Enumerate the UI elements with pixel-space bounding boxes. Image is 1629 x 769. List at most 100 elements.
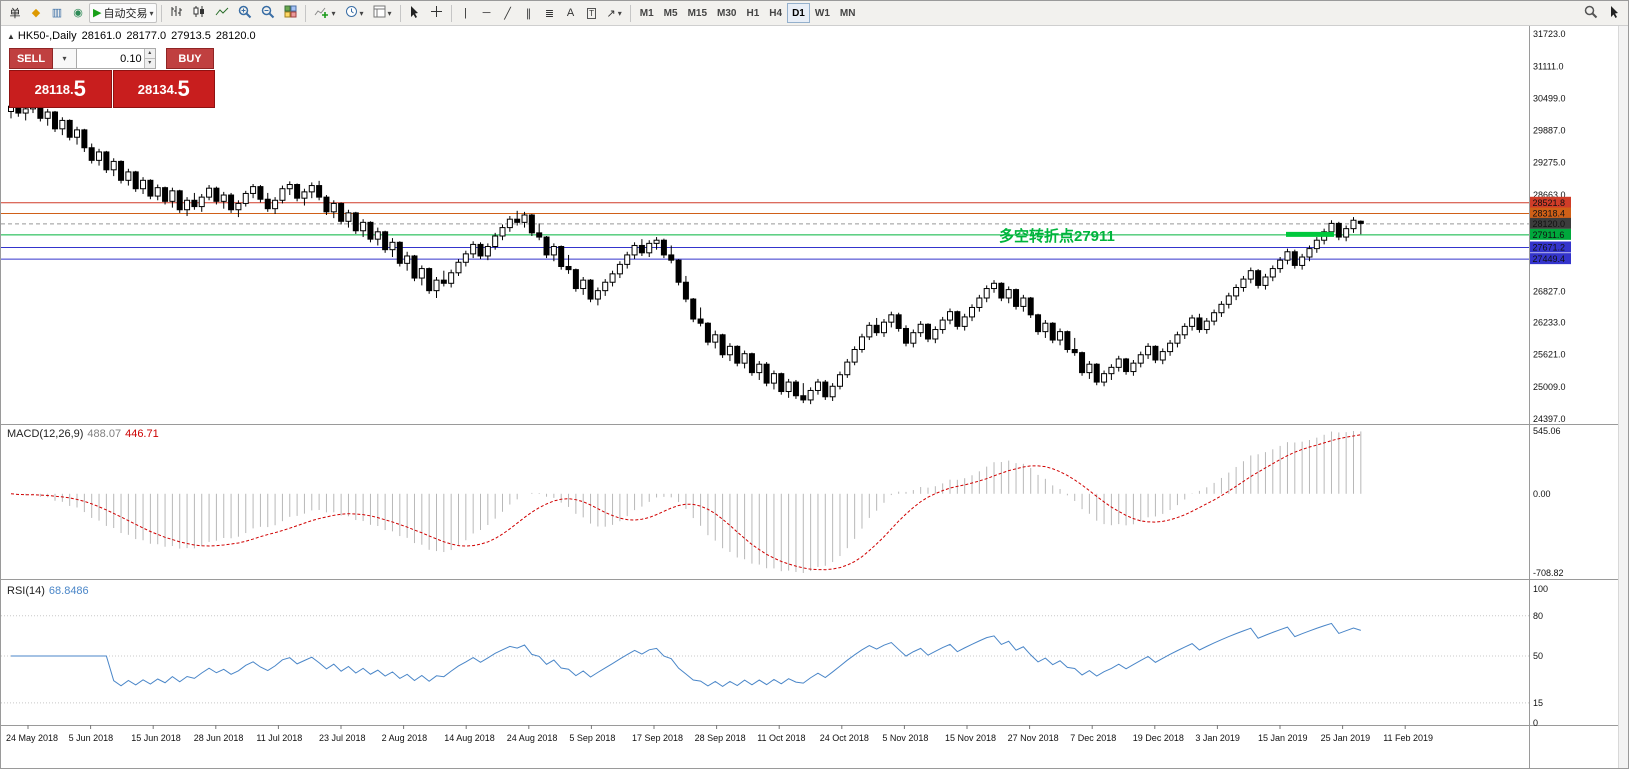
candlestick-chart-button[interactable]	[189, 3, 210, 23]
arrow-tool-icon: ↗	[606, 7, 616, 20]
horizontal-line-tool-button[interactable]: ─	[477, 3, 497, 23]
autotrading-label: 自动交易	[103, 8, 148, 20]
svg-text:14 Aug 2018: 14 Aug 2018	[444, 733, 495, 743]
chevron-down-icon: ▾	[387, 8, 392, 18]
order-menu-button[interactable]: 单	[5, 3, 25, 23]
add-indicator-button[interactable]: ▾	[310, 3, 339, 23]
sell-button[interactable]: SELL	[9, 48, 53, 69]
trendline-tool-button[interactable]: ╱	[498, 3, 518, 23]
one-click-trading-panel: SELL ▾ ▴ ▾ BUY 28118.5 28134.5	[9, 48, 215, 108]
svg-text:29887.0: 29887.0	[1533, 126, 1566, 136]
bid-price-main: 28118.	[34, 81, 74, 97]
order-type-dropdown[interactable]: ▾	[53, 48, 77, 69]
toolbar-separator	[629, 4, 631, 22]
volume-input[interactable]	[77, 49, 144, 68]
tf-w1-button[interactable]: W1	[810, 3, 835, 23]
svg-text:7 Dec 2018: 7 Dec 2018	[1070, 733, 1116, 743]
new-order-icon: ◆	[31, 6, 41, 19]
svg-text:31111.0: 31111.0	[1533, 61, 1564, 71]
tf-h4-button[interactable]: H4	[764, 3, 787, 23]
toolbar-separator	[399, 4, 401, 22]
clock-icon	[345, 5, 358, 21]
vertical-line-icon: |	[464, 7, 467, 19]
templates-button[interactable]: ▾	[369, 3, 396, 23]
svg-text:15 Jun 2018: 15 Jun 2018	[131, 733, 181, 743]
fibonacci-tool-button[interactable]: ≣	[540, 3, 560, 23]
ohlc-close: 28120.0	[215, 30, 256, 42]
ask-price-display[interactable]: 28134. 5	[112, 70, 215, 108]
svg-text:27671.2: 27671.2	[1533, 242, 1566, 252]
tile-windows-button[interactable]	[280, 3, 301, 23]
svg-text:28 Sep 2018: 28 Sep 2018	[695, 733, 746, 743]
volume-increase-button[interactable]: ▴	[144, 49, 155, 59]
line-chart-icon	[215, 6, 229, 21]
svg-text:30499.0: 30499.0	[1533, 93, 1566, 103]
svg-text:2 Aug 2018: 2 Aug 2018	[382, 733, 428, 743]
rsi-panel: 100 80 50 15 0	[1, 584, 1548, 728]
volume-field: ▴ ▾	[77, 48, 156, 69]
bar-chart-button[interactable]	[166, 3, 188, 23]
tf-h1-button[interactable]: H1	[741, 3, 764, 23]
svg-text:24 Oct 2018: 24 Oct 2018	[820, 733, 869, 743]
chevron-down-icon: ▾	[359, 8, 364, 18]
new-order-button[interactable]: ◆	[26, 3, 46, 23]
tf-d1-button[interactable]: D1	[787, 3, 810, 23]
svg-text:100: 100	[1533, 584, 1548, 594]
svg-text:26827.0: 26827.0	[1533, 286, 1566, 296]
search-button[interactable]	[1580, 3, 1602, 23]
trade-prices-row: 28118. 5 28134. 5	[9, 70, 215, 108]
channel-tool-button[interactable]: ∥	[519, 3, 539, 23]
panel-separators	[1, 25, 1628, 768]
main-toolbar: 单 ◆ ▥ ◉ ▶ 自动交易 ▾ ▾ ▾ ▾ | ─ ╱ ∥ ≣ A T ↗ ▾	[1, 1, 1628, 26]
rsi-name: RSI(14)	[7, 585, 45, 597]
svg-text:80: 80	[1533, 611, 1543, 621]
chevron-down-icon: ▾	[617, 8, 622, 18]
chevron-down-icon: ▾	[149, 8, 154, 18]
svg-text:5 Sep 2018: 5 Sep 2018	[569, 733, 615, 743]
svg-text:28521.8: 28521.8	[1533, 198, 1566, 208]
time-axis[interactable]: 24 May 2018 5 Jun 2018 15 Jun 2018 28 Jun 2…	[6, 725, 1433, 743]
template-icon	[373, 5, 386, 21]
tile-windows-icon	[284, 5, 297, 21]
candlestick-chart-icon	[193, 5, 206, 21]
pointer-button[interactable]	[1604, 3, 1624, 23]
tf-m15-button[interactable]: M15	[683, 3, 712, 23]
svg-text:28318.4: 28318.4	[1533, 208, 1566, 218]
navigator-button[interactable]: ◉	[68, 3, 88, 23]
price-axis[interactable]: 31723.0 31111.0 30499.0 29887.0 29275.0 28663…	[1533, 29, 1566, 424]
pointer-icon	[1609, 5, 1620, 21]
zoom-in-button[interactable]	[234, 3, 256, 23]
periods-button[interactable]: ▾	[341, 3, 368, 23]
arrows-tool-button[interactable]: ↗ ▾	[603, 3, 626, 23]
line-chart-button[interactable]	[211, 3, 233, 23]
buy-button[interactable]: BUY	[166, 48, 214, 69]
ohlc-high: 28177.0	[126, 30, 167, 42]
vertical-scrollbar[interactable]	[1618, 25, 1628, 768]
text-tool-button[interactable]: A	[561, 3, 581, 23]
svg-text:11 Feb 2019: 11 Feb 2019	[1383, 733, 1433, 743]
macd-indicator-label: MACD(12,26,9) 488.07 446.71	[7, 428, 159, 440]
bar-chart-icon	[170, 5, 184, 21]
autotrading-button[interactable]: ▶ 自动交易 ▾	[89, 3, 158, 23]
svg-text:5 Jun 2018: 5 Jun 2018	[69, 733, 114, 743]
volume-decrease-button[interactable]: ▾	[144, 59, 155, 68]
ohlc-open: 28161.0	[81, 30, 122, 42]
label-tool-button[interactable]: T	[582, 3, 602, 23]
crosshair-icon	[430, 5, 443, 21]
vertical-line-tool-button[interactable]: |	[456, 3, 476, 23]
cursor-button[interactable]	[405, 3, 425, 23]
tf-m30-button[interactable]: M30	[712, 3, 741, 23]
svg-text:0.00: 0.00	[1533, 489, 1551, 499]
svg-text:17 Sep 2018: 17 Sep 2018	[632, 733, 683, 743]
tf-m1-button[interactable]: M1	[635, 3, 659, 23]
fibonacci-icon: ≣	[544, 7, 555, 20]
toolbar-separator	[450, 4, 452, 22]
tf-m5-button[interactable]: M5	[659, 3, 683, 23]
market-watch-button[interactable]: ▥	[47, 3, 67, 23]
crosshair-button[interactable]	[426, 3, 447, 23]
tf-mn-button[interactable]: MN	[835, 3, 861, 23]
bid-price-display[interactable]: 28118. 5	[9, 70, 112, 108]
label-tool-icon: T	[587, 7, 596, 19]
zoom-out-button[interactable]	[257, 3, 279, 23]
